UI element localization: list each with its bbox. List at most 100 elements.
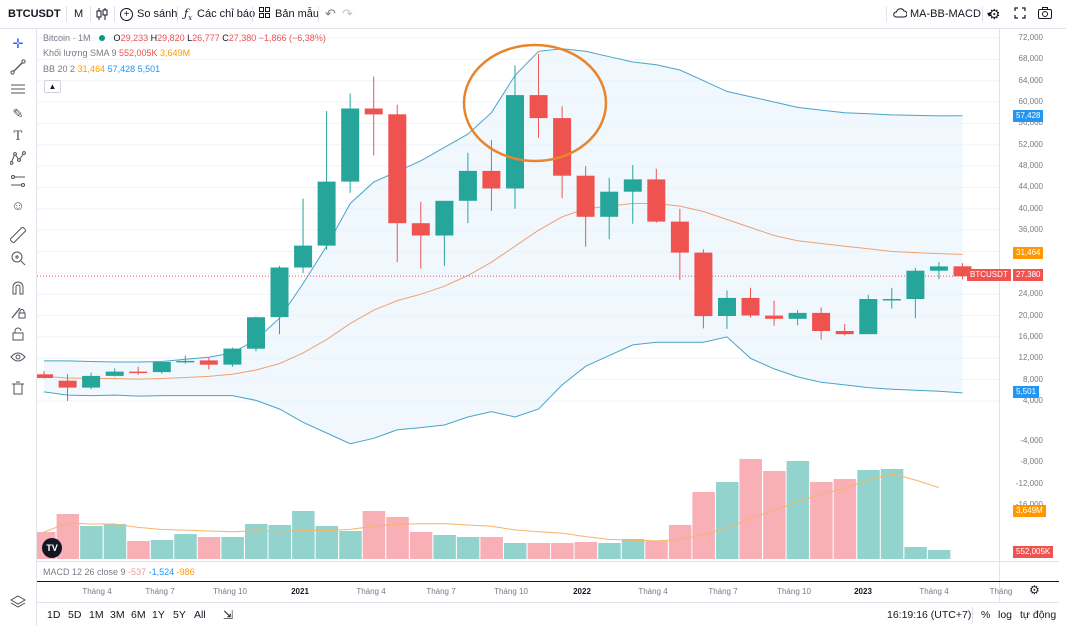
volume-bar — [551, 543, 574, 559]
layers-icon[interactable] — [8, 595, 28, 613]
log-toggle[interactable]: log — [998, 609, 1013, 621]
volume-bar — [292, 511, 315, 559]
trash-icon[interactable] — [8, 381, 28, 399]
compare-button[interactable]: + So sánh — [120, 0, 177, 28]
candle-body — [152, 362, 171, 373]
chart-canvas[interactable] — [37, 29, 1059, 602]
volume-bar — [409, 532, 433, 559]
chart-area[interactable]: Bitcoin · 1M O29,233 H29,820 L26,777 C27… — [37, 29, 1059, 602]
price-axis-label: 72,000 — [1018, 33, 1043, 42]
range-button-all[interactable]: All — [194, 609, 206, 621]
smiley-icon[interactable]: ☺ — [11, 198, 25, 213]
indicators-button[interactable]: ƒx Các chỉ báo — [184, 0, 255, 28]
bollinger-lower-line — [43, 336, 963, 445]
volume-bar — [645, 541, 668, 559]
time-axis-label: 2021 — [291, 587, 309, 596]
candle-body — [411, 223, 430, 236]
cloud-icon — [893, 8, 908, 18]
bollinger-band-fill — [44, 48, 963, 444]
divider — [886, 6, 887, 22]
fullscreen-icon[interactable] — [1014, 0, 1026, 28]
volume-axis[interactable]: -4,000 -8,000 -12,000 -16,000 — [999, 29, 1059, 559]
gear-icon[interactable]: ⚙ — [988, 6, 1001, 22]
bb-legend[interactable]: BB 20 2 31,464 57,428 5,501 — [43, 64, 160, 74]
ruler-icon[interactable] — [8, 226, 28, 245]
bb-legend-name: BB 20 2 — [43, 64, 76, 74]
price-axis-label: 16,000 — [1018, 331, 1043, 341]
highlight-ellipse-drawing[interactable] — [462, 43, 608, 163]
macd-legend[interactable]: MACD 12 26 close 9 -537 -1,524 -986 — [43, 567, 195, 577]
lock-icon[interactable] — [8, 327, 28, 345]
volume-bar — [880, 469, 904, 559]
collapse-legend-button[interactable]: ▲ — [44, 80, 61, 93]
price-axis-label: 52,000 — [1018, 139, 1043, 149]
magnet-icon[interactable] — [8, 281, 28, 299]
camera-icon[interactable] — [1038, 0, 1052, 28]
go-to-date-icon[interactable]: ⇲ — [223, 608, 234, 622]
volume-bar — [857, 470, 880, 559]
crosshair-icon[interactable]: ✛ — [12, 36, 24, 51]
volume-legend-v1: 552,005K — [118, 48, 158, 58]
text-icon[interactable]: T — [13, 129, 23, 144]
volume-bar — [245, 524, 268, 559]
price-axis-label: 64,000 — [1018, 75, 1043, 85]
auto-scale-toggle[interactable]: tự động — [1020, 609, 1057, 621]
range-button-1m[interactable]: 1M — [89, 609, 104, 621]
percent-toggle[interactable]: % — [981, 609, 991, 621]
volume-legend-v2: 3,649M — [160, 48, 191, 58]
range-button-1d[interactable]: 1D — [47, 609, 61, 621]
axis-settings-gear-icon[interactable]: ⚙ — [1029, 583, 1040, 597]
prediction-icon[interactable] — [8, 174, 28, 192]
price-axis-label: 4,000 — [1022, 395, 1043, 405]
volume-bar — [927, 550, 951, 559]
undo-icon[interactable]: ↶ — [325, 6, 336, 21]
candle-body — [929, 266, 948, 271]
time-axis[interactable]: Tháng 4 Tháng 7 Tháng 10 2021 Tháng 4 Tháng 7… — [37, 587, 1012, 599]
volume-bar — [433, 535, 456, 559]
lock-drawing-icon[interactable] — [8, 304, 28, 322]
ohlc-values: O29,233 H29,820 L26,777 C27,380 −1,866 (… — [113, 33, 326, 43]
time-axis-label: Tháng — [989, 587, 1013, 596]
eye-icon[interactable] — [8, 350, 28, 368]
volume-legend[interactable]: Khối lượng SMA 9 552,005K 3,649M — [43, 48, 190, 58]
range-button-1y[interactable]: 1Y — [152, 609, 165, 621]
volume-bar — [480, 537, 503, 559]
range-button-6m[interactable]: 6M — [131, 609, 146, 621]
pattern-icon[interactable] — [8, 151, 28, 169]
chart-type-button[interactable] — [96, 0, 112, 28]
volume-bar — [268, 525, 291, 559]
candle-body — [718, 297, 736, 316]
divider — [972, 607, 973, 623]
trend-line-icon[interactable] — [8, 59, 28, 77]
volume-bar — [197, 537, 221, 559]
interval-button[interactable]: M — [74, 8, 84, 20]
price-axis-label: 56,000 — [1018, 118, 1043, 128]
candle-body — [835, 331, 854, 335]
time-axis-label: Tháng 4 — [82, 587, 112, 596]
tradingview-logo[interactable]: TV — [42, 538, 62, 558]
redo-icon[interactable]: ↷ — [342, 6, 353, 21]
range-button-5y[interactable]: 5Y — [173, 609, 186, 621]
macd-legend-v1: -537 — [128, 567, 147, 577]
bb-lower-tag: 5,501 — [1013, 386, 1040, 398]
symbol-search[interactable]: BTCUSDT — [8, 8, 61, 20]
candle-body — [105, 371, 124, 376]
divider — [318, 6, 319, 22]
layout-button[interactable]: MA-BB-MACD ▾ — [893, 0, 991, 28]
clock-time[interactable]: 16:19:16 (UTC+7) — [887, 609, 972, 621]
candle-body — [341, 108, 360, 182]
candle-body — [647, 179, 666, 222]
volume-bar — [127, 541, 150, 559]
lines-icon[interactable] — [8, 82, 28, 100]
zoom-in-icon[interactable] — [8, 250, 28, 268]
candle-body — [199, 360, 218, 365]
brush-icon[interactable]: ✎ — [12, 106, 24, 121]
time-axis-label: Tháng 10 — [213, 587, 247, 596]
bollinger-basis-line — [43, 203, 963, 380]
range-button-5d[interactable]: 5D — [68, 609, 82, 621]
time-axis-label: 2023 — [854, 587, 872, 596]
bottom-bar: 1D 5D 1M 3M 6M 1Y 5Y All ⇲ 16:19:16 (UTC+7) % l… — [37, 602, 1059, 627]
range-button-3m[interactable]: 3M — [110, 609, 125, 621]
price-axis-label: 48,000 — [1018, 161, 1043, 171]
templates-button[interactable]: Bản mẫu — [259, 0, 319, 28]
